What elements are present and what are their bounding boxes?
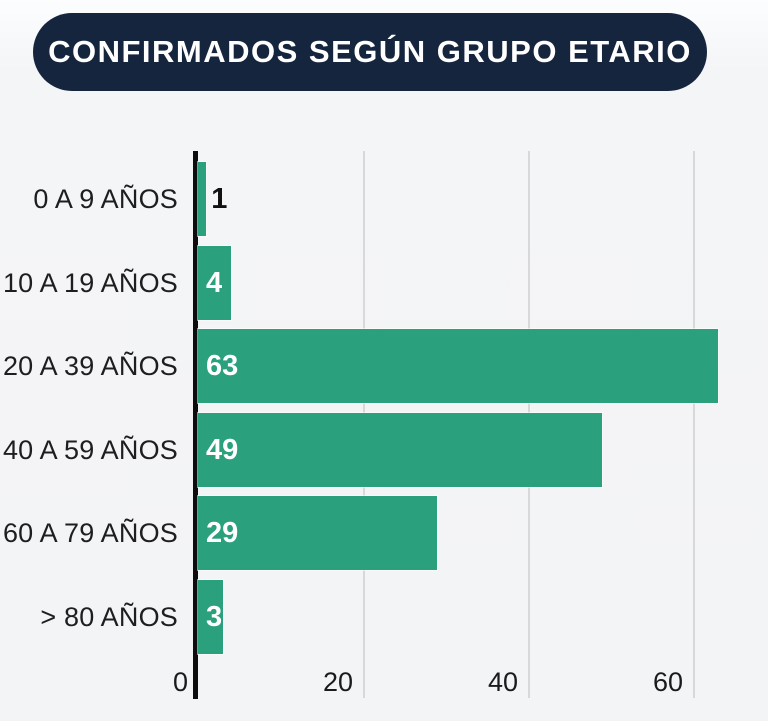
category-label: > 80 AÑOS <box>40 601 178 632</box>
bar <box>198 579 223 654</box>
x-tick-label: 0 <box>172 667 188 697</box>
category-label: 20 A 39 AÑOS <box>2 351 178 381</box>
chart-title: CONFIRMADOS SEGÚN GRUPO ETARIO <box>48 34 692 69</box>
gridline-x-60 <box>693 151 695 698</box>
y-axis-line <box>193 151 198 699</box>
value-label: 29 <box>206 517 239 549</box>
chart-title-pill: CONFIRMADOS SEGÚN GRUPO ETARIO <box>33 13 707 91</box>
category-label: 0 A 9 AÑOS <box>33 184 178 214</box>
x-tick-label: 60 <box>652 667 683 697</box>
category-label: 40 A 59 AÑOS <box>2 434 178 465</box>
value-label: 49 <box>206 433 239 466</box>
bar <box>198 329 718 403</box>
x-tick-label: 20 <box>322 667 353 697</box>
category-label: 10 A 19 AÑOS <box>2 267 178 298</box>
value-label: 3 <box>206 600 223 633</box>
category-label: 60 A 79 AÑOS <box>2 518 178 548</box>
value-label: 4 <box>206 266 223 299</box>
bar <box>198 496 438 570</box>
bar <box>198 412 603 487</box>
x-tick-label: 40 <box>487 667 518 697</box>
bar <box>198 162 207 236</box>
value-label: 63 <box>206 350 239 382</box>
bar <box>198 245 231 320</box>
value-label: 1 <box>211 183 228 215</box>
